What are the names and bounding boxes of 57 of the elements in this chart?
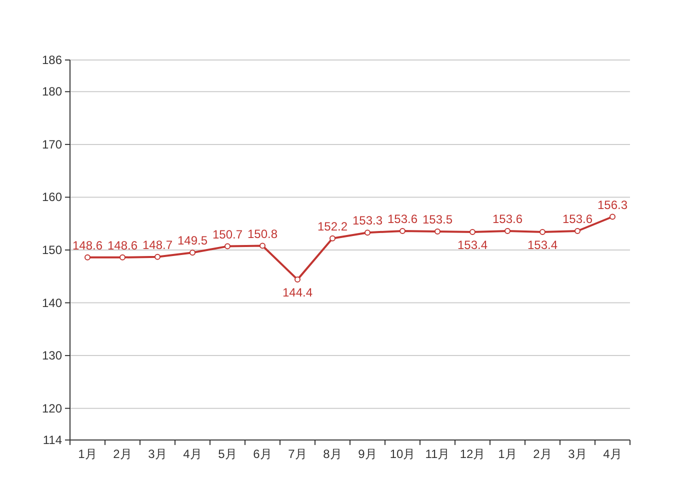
point	[400, 228, 406, 234]
point	[540, 229, 546, 236]
x-tick-label: 1月	[498, 447, 517, 461]
x-tick-label: 10月	[390, 447, 416, 461]
point	[84, 254, 90, 260]
data-label: 153.6	[492, 212, 523, 226]
x-tick-label: 11月	[425, 447, 450, 461]
point	[120, 254, 126, 260]
y-tick-label: 160	[42, 190, 62, 204]
point	[330, 235, 336, 242]
data-label: 153.4	[457, 238, 488, 252]
point	[434, 228, 440, 235]
y-tick-label: 140	[42, 296, 62, 310]
x-tick-label: 2月	[113, 447, 132, 461]
y-tick-label: 130	[42, 348, 62, 363]
x-tick-label: 5月	[218, 447, 237, 461]
x-tick-label: 1月	[78, 447, 97, 461]
x-tick-label: 3月	[568, 447, 587, 461]
data-label: 153.5	[422, 212, 453, 227]
data-label: 153.6	[562, 212, 593, 226]
data-label: 152.2	[317, 219, 348, 234]
x-tick-label: 12月	[460, 447, 486, 461]
point	[224, 243, 230, 250]
data-label: 153.4	[527, 238, 558, 252]
data-label: 149.5	[177, 234, 208, 248]
point	[154, 254, 160, 260]
data-label: 153.6	[387, 212, 418, 226]
point	[610, 214, 616, 220]
y-tick-label: 180	[42, 84, 62, 99]
x-tick-label: 8月	[323, 447, 342, 461]
y-tick-label: 120	[42, 401, 62, 416]
y-tick-label: 186	[42, 53, 62, 67]
data-label: 148.7	[142, 238, 173, 252]
point	[574, 228, 580, 234]
x-tick-label: 4月	[183, 447, 202, 461]
x-tick-label: 9月	[358, 447, 377, 461]
data-label: 150.7	[212, 227, 243, 242]
y-tick-label: 170	[42, 137, 62, 152]
data-label: 148.6	[107, 238, 138, 252]
point	[364, 230, 370, 236]
y-tick-label: 114	[42, 433, 62, 447]
point	[504, 228, 510, 234]
point	[470, 229, 476, 236]
data-label: 153.3	[352, 214, 383, 228]
point	[294, 276, 300, 283]
point	[190, 250, 196, 256]
x-tick-label: 3月	[148, 447, 167, 461]
x-tick-label: 7月	[288, 447, 307, 461]
data-label: 150.8	[247, 226, 278, 241]
point	[260, 242, 266, 249]
x-tick-label: 4月	[603, 447, 622, 461]
data-label: 156.3	[597, 198, 628, 212]
data-label: 148.6	[72, 238, 103, 252]
y-tick-label: 150	[42, 243, 62, 257]
data-label: 144.4	[282, 286, 313, 300]
x-tick-label: 6月	[253, 447, 272, 461]
x-tick-label: 2月	[533, 447, 552, 461]
